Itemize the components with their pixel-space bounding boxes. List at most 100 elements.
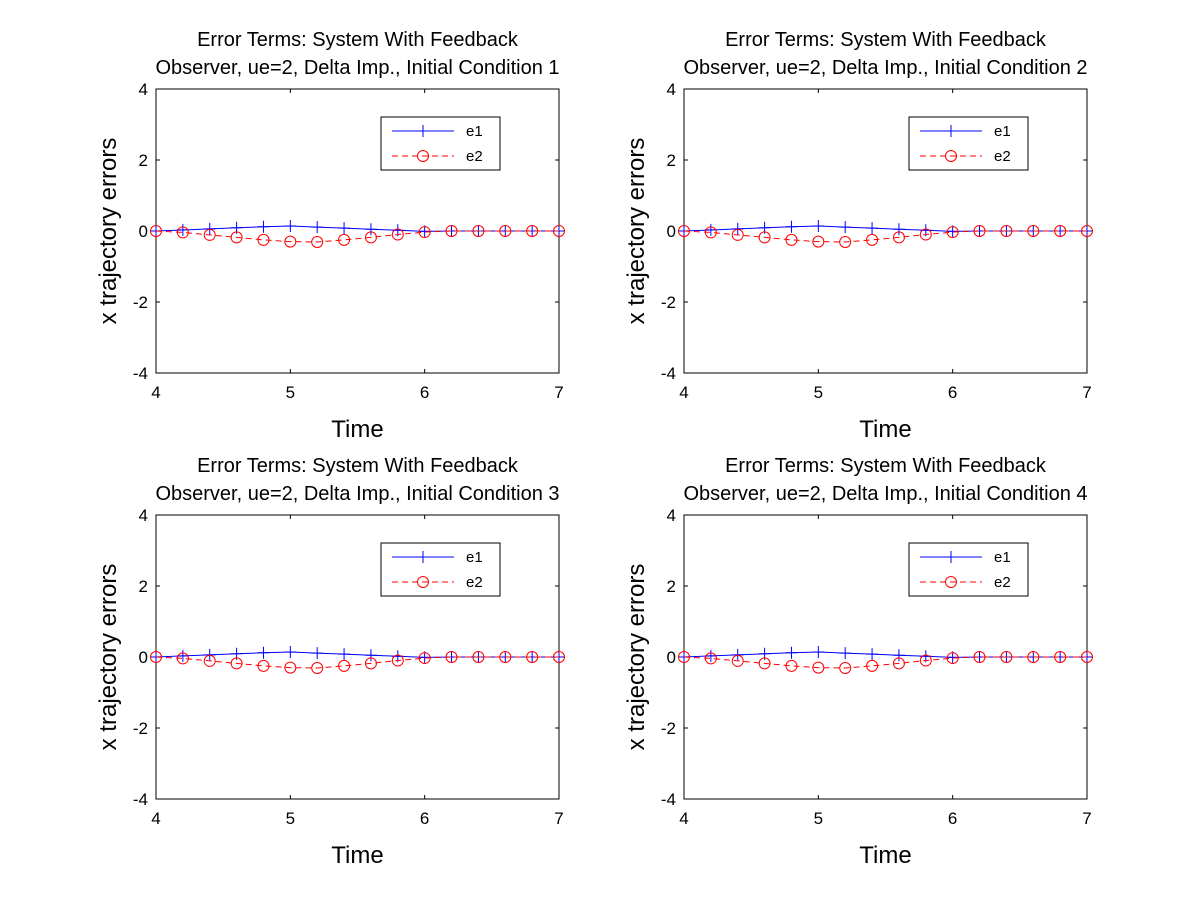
- data-point-e1: [839, 221, 852, 234]
- y-tick-label: 4: [667, 80, 676, 99]
- y-tick-label: 0: [667, 222, 676, 241]
- data-point-e2: [1081, 651, 1093, 663]
- data-point-e2: [499, 225, 512, 237]
- data-point-e2: [230, 231, 243, 244]
- data-point-e2: [311, 236, 324, 249]
- x-tick-label: 7: [1082, 383, 1091, 402]
- data-point-e2: [785, 233, 798, 246]
- data-point-e2: [176, 652, 189, 665]
- data-point-e1: [176, 649, 189, 662]
- data-point-e2: [176, 226, 189, 239]
- y-axis-label: x trajectory errors: [623, 564, 650, 751]
- data-point-e2: [704, 652, 717, 665]
- data-point-e2: [203, 228, 216, 241]
- data-point-e2: [731, 228, 744, 241]
- data-point-e2: [731, 654, 744, 667]
- data-point-e2: [284, 235, 297, 248]
- x-axis-label: Time: [331, 416, 383, 443]
- data-point-e2: [919, 654, 932, 667]
- y-tick-label: 0: [139, 648, 148, 667]
- y-tick-label: -2: [133, 293, 148, 312]
- y-axis-label: x trajectory errors: [623, 138, 650, 325]
- data-point-e2: [284, 661, 297, 674]
- legend-box: [380, 116, 501, 171]
- data-point-e2: [230, 657, 243, 670]
- data-point-e1: [892, 223, 905, 236]
- legend-label-e1: e1: [466, 123, 483, 140]
- data-point-e2: [553, 651, 565, 663]
- data-point-e1: [311, 647, 324, 660]
- chart-title-line-1: Error Terms: System With Feedback: [197, 29, 519, 51]
- x-tick-label: 5: [814, 809, 823, 828]
- data-point-e2: [892, 231, 905, 244]
- data-point-e1: [418, 651, 431, 664]
- legend-marker-e2: [417, 576, 429, 588]
- y-tick-label: -2: [661, 719, 676, 738]
- x-axis-label: Time: [331, 842, 383, 869]
- data-point-e2: [150, 225, 162, 237]
- data-point-e1: [284, 646, 297, 659]
- y-tick-label: -4: [661, 790, 676, 809]
- x-tick-label: 6: [420, 383, 429, 402]
- data-point-e1: [176, 223, 189, 236]
- data-point-e1: [311, 221, 324, 234]
- data-point-e1: [866, 222, 879, 235]
- x-tick-label: 4: [151, 383, 160, 402]
- chart-title-line-1: Error Terms: System With Feedback: [725, 455, 1047, 477]
- data-point-e2: [1000, 651, 1013, 663]
- legend-label-e1: e1: [994, 549, 1011, 566]
- data-point-e2: [418, 652, 431, 665]
- y-axis-label: x trajectory errors: [95, 564, 122, 751]
- data-point-e1: [946, 651, 959, 664]
- chart-title-line-2: Observer, ue=2, Delta Imp., Initial Cond…: [683, 483, 1087, 505]
- chart-title-line-2: Observer, ue=2, Delta Imp., Initial Cond…: [683, 57, 1087, 79]
- data-point-e2: [1000, 225, 1013, 237]
- data-point-e1: [257, 646, 270, 659]
- data-point-e2: [472, 651, 485, 663]
- data-point-e2: [678, 651, 690, 663]
- legend-marker-e2: [945, 576, 957, 588]
- data-point-e2: [445, 225, 458, 237]
- data-point-e2: [812, 235, 825, 248]
- y-tick-label: -4: [133, 790, 148, 809]
- legend-marker-e1: [417, 125, 429, 137]
- data-point-e1: [364, 649, 377, 662]
- data-point-e2: [526, 225, 539, 237]
- x-tick-label: 7: [1082, 809, 1091, 828]
- data-point-e1: [785, 220, 798, 233]
- legend-label-e1: e1: [994, 123, 1011, 140]
- x-tick-label: 6: [420, 809, 429, 828]
- series-line-e2: [683, 656, 1087, 669]
- subplot-4: Error Terms: System With Feedback Observe…: [623, 455, 1093, 869]
- data-point-e1: [338, 222, 351, 235]
- data-point-e1: [892, 649, 905, 662]
- data-point-e1: [364, 223, 377, 236]
- data-point-e2: [946, 652, 959, 665]
- x-tick-label: 5: [286, 809, 295, 828]
- data-point-e1: [418, 225, 431, 238]
- chart-title-line-2: Observer, ue=2, Delta Imp., Initial Cond…: [155, 57, 559, 79]
- y-tick-label: 4: [139, 506, 148, 525]
- y-tick-label: 2: [667, 577, 676, 596]
- x-axis-label: Time: [859, 416, 911, 443]
- x-tick-label: 5: [286, 383, 295, 402]
- legend-box: [380, 542, 501, 597]
- data-point-e2: [499, 651, 512, 663]
- x-tick-label: 4: [151, 809, 160, 828]
- y-tick-label: -2: [661, 293, 676, 312]
- data-point-e1: [203, 648, 216, 661]
- data-point-e2: [919, 228, 932, 241]
- subplot-1: Error Terms: System With Feedback Observe…: [95, 29, 565, 443]
- data-point-e2: [1054, 651, 1067, 663]
- data-point-e1: [731, 648, 744, 661]
- data-point-e2: [203, 654, 216, 667]
- data-point-e2: [704, 226, 717, 239]
- data-point-e2: [973, 651, 986, 663]
- data-point-e1: [257, 220, 270, 233]
- data-point-e2: [338, 233, 351, 246]
- y-tick-label: 4: [667, 506, 676, 525]
- data-point-e2: [973, 225, 986, 237]
- y-tick-label: 2: [667, 151, 676, 170]
- x-tick-label: 7: [554, 809, 563, 828]
